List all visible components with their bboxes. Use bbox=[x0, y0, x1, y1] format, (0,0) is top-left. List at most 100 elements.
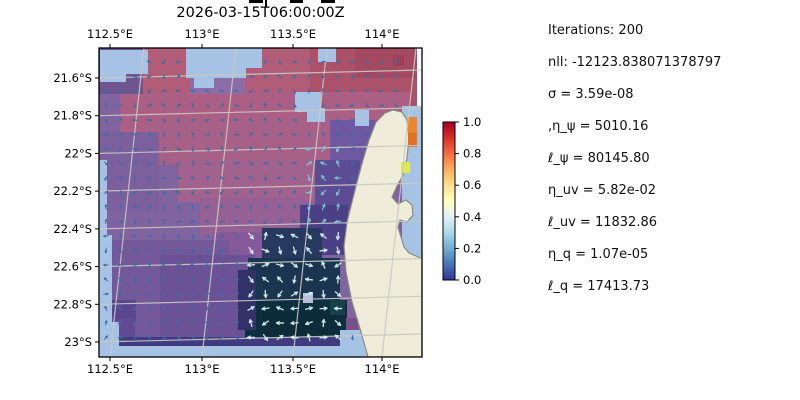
quiver-arrowhead bbox=[148, 334, 150, 338]
y-tick-label: 21.8°S bbox=[53, 109, 92, 123]
quiver-arrowhead bbox=[220, 294, 224, 297]
quiver-arrowhead bbox=[334, 334, 338, 339]
quiver-arrowhead bbox=[104, 218, 107, 222]
field-region bbox=[178, 160, 333, 202]
quiver-arrowhead bbox=[248, 221, 251, 223]
stats-panel: Iterations: 200 nll: -12123.838071378797 σ… bbox=[548, 15, 721, 303]
quiver-arrowhead bbox=[178, 147, 181, 151]
quiver-arrowhead bbox=[105, 292, 109, 295]
quiver-arrowhead bbox=[237, 249, 239, 253]
quiver-arrowhead bbox=[132, 119, 135, 122]
quiver-arrowhead bbox=[263, 74, 266, 78]
quiver-arrowhead bbox=[322, 218, 327, 221]
x-tick-label-top: 113.5°E bbox=[270, 27, 316, 41]
quiver-arrowhead bbox=[147, 292, 149, 295]
quiver-arrowhead bbox=[264, 59, 267, 62]
quiver-arrowhead bbox=[104, 178, 108, 181]
quiver-arrowhead bbox=[308, 74, 311, 76]
meridian-gridline bbox=[381, 48, 417, 357]
quiver-arrowhead bbox=[236, 104, 240, 107]
quiver-arrowhead bbox=[146, 250, 150, 252]
quiver-arrowhead bbox=[248, 294, 253, 298]
quiver-arrowhead bbox=[381, 104, 385, 107]
quiver-arrowhead bbox=[277, 294, 282, 298]
clipped-text-artifact bbox=[290, 0, 303, 3]
quiver-arrowhead bbox=[290, 322, 295, 326]
quiver-arrowhead bbox=[103, 277, 106, 281]
quiver-arrowhead bbox=[133, 91, 136, 94]
quiver-arrowhead bbox=[133, 306, 137, 309]
quiver-arrowhead bbox=[103, 235, 107, 238]
quiver-arrowhead bbox=[290, 308, 295, 311]
quiver-arrowhead bbox=[206, 337, 209, 341]
quiver-arrowhead bbox=[134, 335, 137, 337]
quiver-arrowhead bbox=[321, 318, 325, 323]
quiver-arrowhead bbox=[366, 75, 370, 77]
quiver-arrowhead bbox=[147, 91, 151, 94]
parallel-gridline bbox=[99, 182, 422, 192]
quiver-arrowhead bbox=[304, 278, 309, 282]
quiver-arrowhead bbox=[264, 192, 267, 196]
quiver-arrowhead bbox=[323, 277, 328, 279]
highlight-cell-2 bbox=[401, 162, 410, 173]
parallel-gridline bbox=[99, 258, 422, 268]
parallel-gridline bbox=[99, 144, 422, 154]
quiver-arrowhead bbox=[121, 162, 123, 166]
quiver-arrowhead bbox=[234, 192, 238, 195]
quiver-arrowhead bbox=[117, 337, 121, 340]
quiver-arrowhead bbox=[234, 89, 237, 93]
quiver-arrowhead bbox=[135, 205, 138, 208]
meridian-gridline bbox=[201, 48, 237, 357]
y-tick-label: 22.2°S bbox=[53, 184, 92, 198]
quiver-arrowhead bbox=[280, 263, 284, 267]
quiver-arrowhead bbox=[163, 76, 166, 80]
quiver-arrowhead bbox=[320, 193, 325, 196]
quiver-arrowhead bbox=[208, 104, 210, 108]
quiver-arrowhead bbox=[190, 263, 193, 267]
quiver-arrowhead bbox=[263, 231, 267, 236]
quiver-arrowhead bbox=[106, 133, 109, 136]
quiver-arrowhead bbox=[275, 322, 280, 326]
quiver-arrowhead bbox=[120, 89, 123, 93]
quiver-arrowhead bbox=[119, 117, 122, 120]
quiver-arrowhead bbox=[310, 235, 312, 240]
quiver-arrowhead bbox=[207, 278, 211, 281]
quiver-arrowhead bbox=[146, 60, 150, 64]
quiver-arrowhead bbox=[191, 204, 194, 207]
quiver-arrowhead bbox=[291, 162, 295, 165]
quiver-arrowhead bbox=[118, 294, 122, 297]
quiver-arrowhead bbox=[191, 305, 195, 309]
quiver-arrowhead bbox=[162, 294, 166, 297]
quiver-arrowhead bbox=[294, 118, 298, 121]
quiver-arrowhead bbox=[309, 177, 311, 182]
quiver-arrowhead bbox=[236, 205, 240, 208]
y-tick-label: 21.6°S bbox=[53, 71, 92, 85]
field-region bbox=[110, 300, 136, 322]
quiver-arrowhead bbox=[175, 90, 179, 93]
quiver-arrowhead bbox=[307, 59, 311, 62]
stat-line-7: η_q = 1.07e-05 bbox=[548, 247, 649, 262]
x-tick-label-bottom: 114°E bbox=[365, 362, 400, 376]
quiver-arrowhead bbox=[121, 278, 123, 282]
quiver-arrowhead bbox=[233, 119, 237, 122]
quiver-arrowhead bbox=[177, 207, 180, 210]
quiver-arrowhead bbox=[162, 160, 166, 164]
field-region bbox=[393, 55, 404, 66]
quiver-arrowhead bbox=[149, 147, 153, 150]
quiver-arrowhead bbox=[105, 105, 108, 109]
quiver-arrowhead bbox=[293, 146, 297, 149]
quiver-arrowhead bbox=[380, 62, 383, 65]
quiver-arrowhead bbox=[163, 207, 166, 210]
quiver-arrowhead bbox=[261, 308, 266, 311]
field-region bbox=[355, 48, 417, 78]
parallel-gridline bbox=[99, 69, 422, 79]
quiver-arrowhead bbox=[264, 204, 268, 207]
quiver-arrowhead bbox=[204, 293, 208, 296]
quiver-arrowhead bbox=[221, 103, 224, 106]
quiver-arrowhead bbox=[221, 220, 225, 222]
quiver-arrowhead bbox=[104, 204, 107, 208]
parallel-gridline bbox=[99, 220, 422, 230]
stat-line-2: σ = 3.59e-08 bbox=[548, 87, 634, 102]
quiver-arrowhead bbox=[103, 264, 106, 267]
quiver-arrowhead bbox=[264, 102, 266, 106]
